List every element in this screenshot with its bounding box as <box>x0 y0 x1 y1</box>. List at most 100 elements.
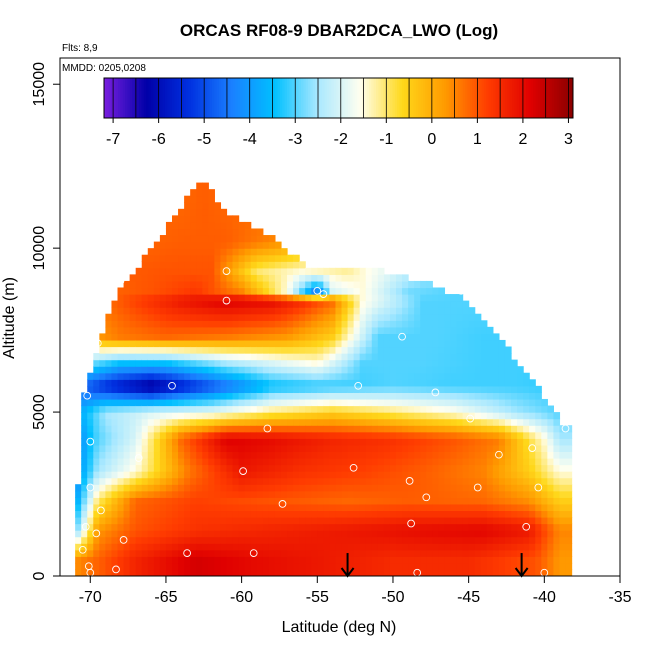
heatmap-cell <box>111 431 119 439</box>
heatmap-cell <box>523 569 530 576</box>
heatmap-cell <box>480 516 488 525</box>
heatmap-cell <box>335 398 343 407</box>
heatmap-cell <box>220 425 228 433</box>
heatmap-cell <box>256 562 264 571</box>
heatmap-cell <box>214 320 222 328</box>
heatmap-cell <box>208 346 215 354</box>
heatmap-cell <box>226 516 234 525</box>
heatmap-cell <box>262 536 270 544</box>
heatmap-cell <box>480 366 488 374</box>
heatmap-cell <box>529 412 536 420</box>
heatmap-cell <box>347 267 355 275</box>
heatmap-cell <box>274 392 282 400</box>
heatmap-cell <box>426 516 433 525</box>
heatmap-cell <box>529 392 536 400</box>
heatmap-cell <box>420 425 427 433</box>
heatmap-cell <box>492 398 500 407</box>
heatmap-cell <box>226 490 234 498</box>
heatmap-cell <box>323 497 330 505</box>
heatmap-cell <box>105 353 113 361</box>
heatmap-cell <box>178 523 185 531</box>
heatmap-cell <box>462 379 470 387</box>
heatmap-cell <box>220 261 228 269</box>
heatmap-cell <box>541 457 548 466</box>
heatmap-cell <box>492 444 500 453</box>
heatmap-cell <box>547 444 554 453</box>
heatmap-cell <box>426 366 433 374</box>
heatmap-cell <box>244 326 252 334</box>
colorbar-swatch <box>141 78 145 118</box>
colorbar-swatch <box>505 78 508 118</box>
heatmap-cell <box>432 503 439 512</box>
heatmap-cell <box>196 451 203 459</box>
heatmap-cell <box>311 490 318 498</box>
heatmap-cell <box>220 490 228 498</box>
heatmap-cell <box>196 208 203 216</box>
heatmap-cell <box>129 464 137 472</box>
heatmap-cell <box>468 425 476 433</box>
heatmap-cell <box>353 405 361 413</box>
heatmap-cell <box>159 510 167 518</box>
heatmap-cell <box>492 333 500 341</box>
heatmap-cell <box>111 543 119 551</box>
heatmap-cell <box>214 451 222 459</box>
heatmap-cell <box>287 438 294 446</box>
heatmap-cell <box>389 287 397 295</box>
heatmap-cell <box>335 366 343 374</box>
heatmap-cell <box>123 510 131 518</box>
heatmap-cell <box>523 497 530 505</box>
x-tick-label: -45 <box>457 589 480 606</box>
heatmap-cell <box>226 405 234 413</box>
heatmap-cell <box>268 490 276 498</box>
heatmap-cell <box>268 412 276 420</box>
heatmap-cell <box>486 385 494 394</box>
heatmap-cell <box>190 300 197 308</box>
heatmap-cell <box>256 326 264 334</box>
heatmap-cell <box>414 385 421 394</box>
heatmap-cell <box>178 221 185 230</box>
heatmap-cell <box>444 536 452 544</box>
heatmap-cell <box>517 457 524 466</box>
heatmap-cell <box>462 471 470 479</box>
colorbar-swatch <box>308 78 311 118</box>
heatmap-cell <box>141 353 149 361</box>
heatmap-cell <box>293 366 300 374</box>
heatmap-cell <box>196 241 203 249</box>
heatmap-cell <box>323 490 330 498</box>
heatmap-cell <box>159 300 167 308</box>
heatmap-cell <box>105 497 113 505</box>
heatmap-cell <box>117 431 125 439</box>
heatmap-cell <box>274 464 282 472</box>
heatmap-cell <box>353 280 361 289</box>
heatmap-cell <box>244 333 252 341</box>
heatmap-cell <box>420 320 427 328</box>
heatmap-cell <box>202 182 209 190</box>
heatmap-cell <box>341 464 349 472</box>
heatmap-cell <box>365 451 373 459</box>
heatmap-cell <box>172 543 179 551</box>
heatmap-cell <box>511 497 518 505</box>
heatmap-cell <box>287 339 294 348</box>
heatmap-cell <box>214 510 222 518</box>
heatmap-cell <box>214 287 222 295</box>
heatmap-cell <box>377 510 385 518</box>
heatmap-cell <box>244 392 252 400</box>
heatmap-cell <box>244 339 252 348</box>
heatmap-cell <box>141 366 149 374</box>
heatmap-cell <box>511 372 518 380</box>
heatmap-cell <box>474 471 482 479</box>
heatmap-cell <box>232 221 240 230</box>
heatmap-cell <box>214 339 222 348</box>
heatmap-cell <box>287 366 294 374</box>
heatmap-cell <box>172 353 179 361</box>
heatmap-cell <box>262 333 270 341</box>
heatmap-cell <box>214 497 222 505</box>
heatmap-cell <box>238 241 246 249</box>
heatmap-cell <box>256 261 264 269</box>
heatmap-cell <box>517 412 524 420</box>
heatmap-cell <box>547 503 554 512</box>
heatmap-cell <box>517 398 524 407</box>
heatmap-cell <box>287 562 294 571</box>
heatmap-cell <box>462 516 470 525</box>
colorbar-swatch <box>507 78 511 118</box>
